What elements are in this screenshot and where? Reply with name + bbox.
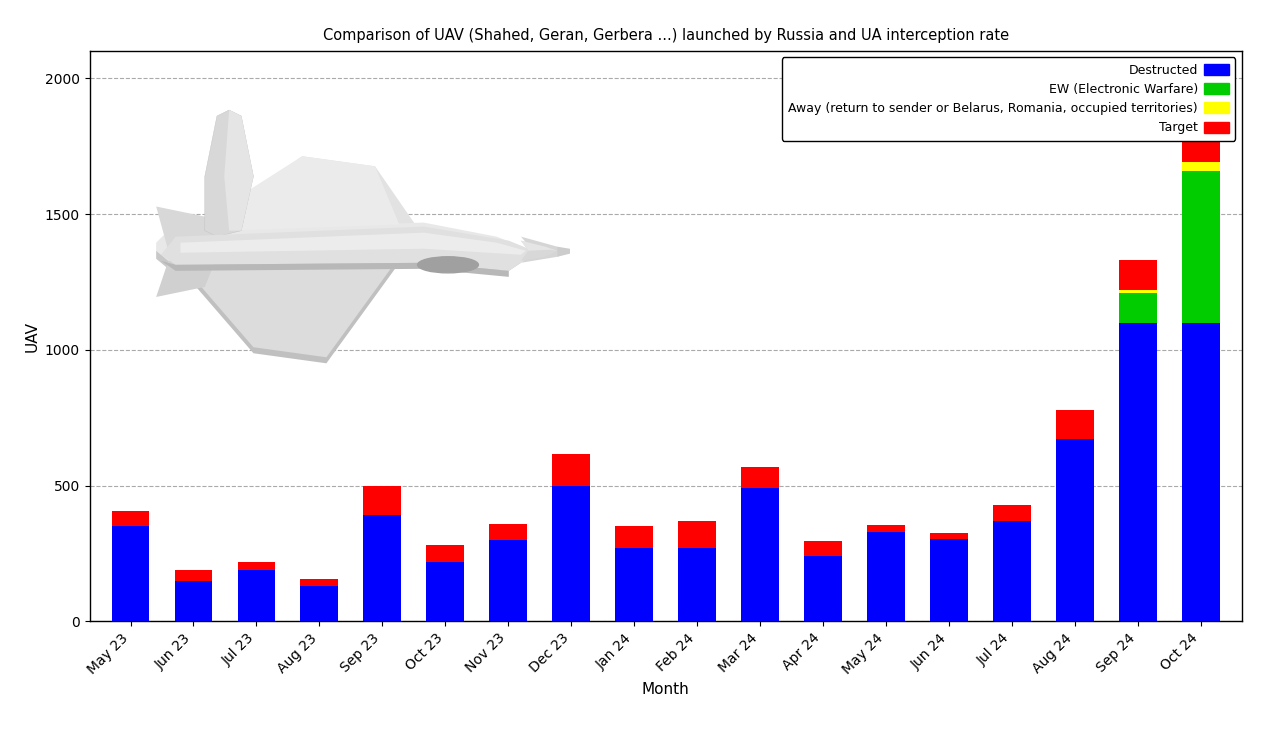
- Bar: [489, 540, 527, 621]
- Bar: [1181, 104, 1220, 162]
- Bar: [867, 531, 905, 621]
- Bar: [1119, 260, 1157, 290]
- Polygon shape: [521, 240, 558, 261]
- Bar: [804, 541, 842, 556]
- Polygon shape: [156, 207, 218, 251]
- Bar: [678, 548, 716, 621]
- Bar: [1056, 409, 1093, 439]
- Bar: [111, 512, 150, 526]
- Bar: [238, 561, 275, 569]
- Polygon shape: [558, 247, 582, 257]
- Polygon shape: [521, 237, 570, 263]
- Polygon shape: [156, 251, 521, 271]
- Bar: [1119, 293, 1157, 322]
- Bar: [993, 504, 1030, 521]
- Bar: [804, 556, 842, 621]
- Polygon shape: [521, 240, 558, 251]
- Bar: [111, 526, 150, 621]
- Polygon shape: [218, 156, 399, 231]
- Bar: [678, 521, 716, 548]
- Bar: [616, 526, 653, 548]
- Bar: [741, 466, 780, 488]
- Bar: [616, 548, 653, 621]
- Bar: [301, 586, 338, 621]
- Polygon shape: [193, 259, 399, 363]
- Polygon shape: [156, 223, 534, 263]
- Bar: [364, 485, 401, 515]
- Polygon shape: [180, 232, 526, 255]
- Bar: [1181, 162, 1220, 170]
- Polygon shape: [193, 251, 399, 357]
- Polygon shape: [205, 110, 253, 237]
- Bar: [301, 579, 338, 586]
- Bar: [552, 455, 590, 485]
- X-axis label: Month: Month: [641, 683, 690, 697]
- Title: Comparison of UAV (Shahed, Geran, Gerbera ...) launched by Russia and UA interce: Comparison of UAV (Shahed, Geran, Gerber…: [323, 28, 1009, 43]
- Polygon shape: [161, 227, 534, 271]
- Polygon shape: [224, 110, 253, 231]
- Bar: [174, 569, 212, 580]
- Bar: [1181, 170, 1220, 322]
- Polygon shape: [156, 257, 218, 297]
- Bar: [867, 525, 905, 531]
- Y-axis label: UAV: UAV: [24, 321, 40, 352]
- Polygon shape: [161, 261, 509, 277]
- Bar: [993, 521, 1030, 621]
- Bar: [1181, 322, 1220, 621]
- Bar: [741, 488, 780, 621]
- Bar: [238, 569, 275, 621]
- Bar: [1056, 439, 1093, 621]
- Bar: [174, 580, 212, 621]
- Bar: [552, 485, 590, 621]
- Ellipse shape: [417, 257, 479, 273]
- Polygon shape: [218, 156, 424, 237]
- Bar: [426, 545, 465, 561]
- Bar: [1119, 322, 1157, 621]
- Bar: [931, 533, 968, 539]
- Bar: [1119, 290, 1157, 293]
- Legend: Destructed, EW (Electronic Warfare), Away (return to sender or Belarus, Romania,: Destructed, EW (Electronic Warfare), Awa…: [782, 58, 1235, 140]
- Bar: [489, 523, 527, 540]
- Bar: [364, 515, 401, 621]
- Bar: [931, 539, 968, 621]
- Bar: [426, 561, 465, 621]
